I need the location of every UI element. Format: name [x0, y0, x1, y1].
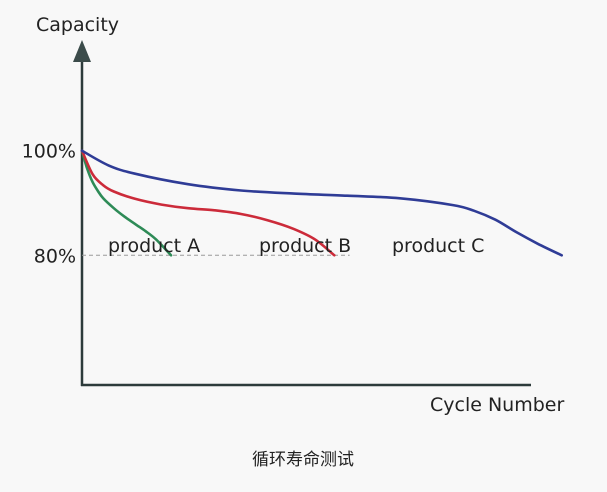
x-axis-title: Cycle Number: [430, 394, 564, 416]
series-line-product-c: [80, 149, 563, 257]
y-tick-label-100: 100%: [22, 141, 76, 163]
series-label-product-b: product B: [259, 235, 351, 257]
series-group: [80, 149, 563, 257]
series-label-product-c: product C: [392, 235, 484, 257]
y-tick-label-80: 80%: [34, 245, 76, 267]
chart-caption: 循环寿命测试: [252, 450, 354, 470]
y-axis-title: Capacity: [36, 14, 119, 36]
series-line-product-a: [80, 149, 173, 257]
series-label-product-a: product A: [108, 235, 200, 257]
y-axis-arrow-icon: [73, 40, 91, 62]
series-line-product-b: [80, 149, 336, 257]
